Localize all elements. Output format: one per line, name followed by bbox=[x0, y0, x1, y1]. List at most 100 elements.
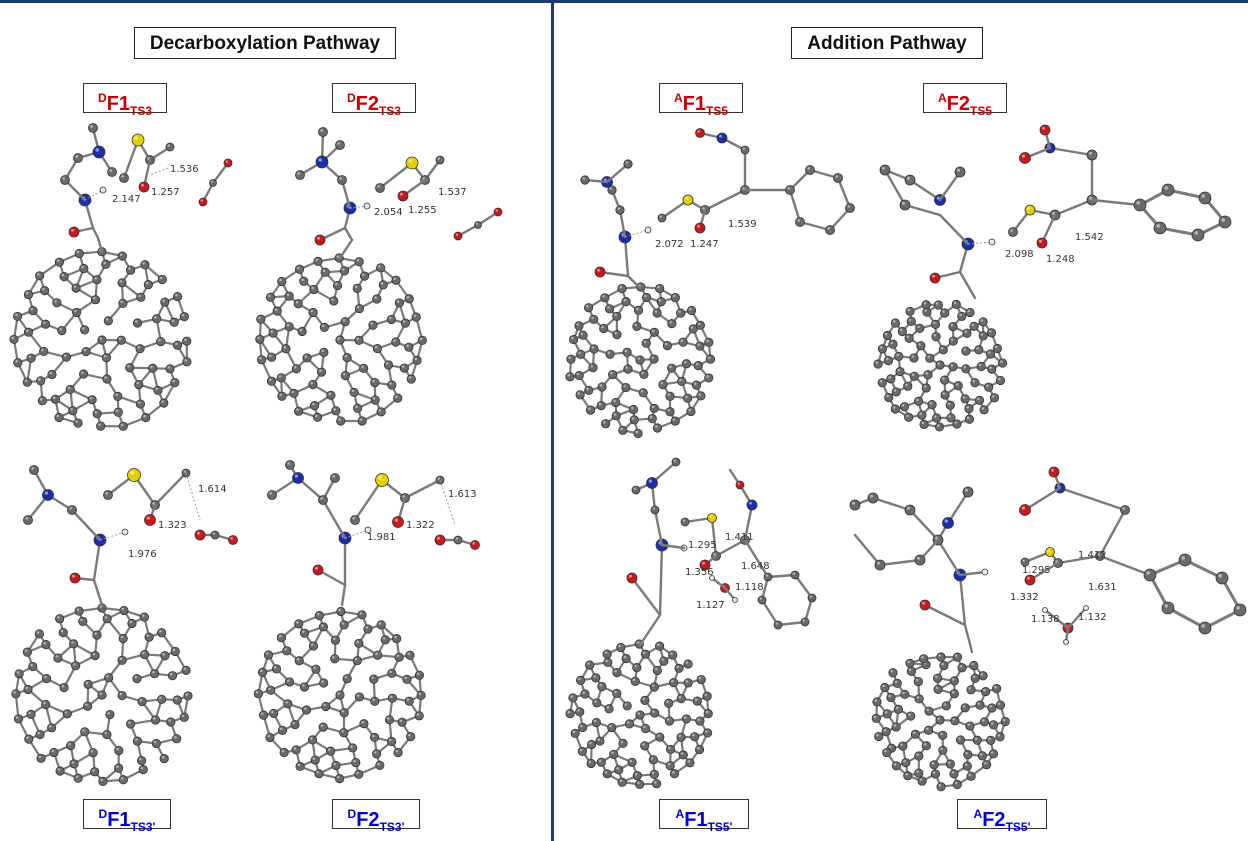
atom-highlight bbox=[697, 130, 701, 133]
fullerene-carbon bbox=[925, 353, 935, 363]
addition-panel-title: Addition Pathway bbox=[791, 27, 983, 59]
atom-highlight bbox=[121, 607, 124, 611]
fullerene-carbon bbox=[639, 369, 649, 379]
fullerene-carbon bbox=[125, 719, 136, 729]
atom-highlight bbox=[265, 652, 269, 655]
fullerene-carbon bbox=[59, 272, 69, 282]
fullerene-carbon bbox=[914, 751, 924, 761]
atom-highlight bbox=[404, 676, 407, 680]
fullerene-carbon bbox=[319, 347, 329, 357]
atom-highlight bbox=[395, 395, 398, 398]
carbon bbox=[435, 155, 445, 165]
fullerene-carbon bbox=[618, 738, 628, 748]
fullerene-carbon bbox=[263, 650, 274, 660]
fullerene-carbon bbox=[404, 696, 414, 706]
fullerene-carbon bbox=[681, 359, 692, 369]
fullerene-carbon bbox=[411, 312, 421, 322]
fullerene-carbon bbox=[363, 624, 373, 634]
atom-highlight bbox=[619, 779, 623, 782]
fullerene-carbon bbox=[90, 295, 101, 305]
phenyl-carbon bbox=[790, 570, 800, 580]
fullerene-carbon bbox=[674, 663, 684, 673]
fullerene-carbon bbox=[266, 352, 277, 362]
fullerene-carbon bbox=[399, 363, 409, 373]
atom-highlight bbox=[954, 781, 958, 785]
fullerene-carbon bbox=[929, 760, 939, 770]
fullerene-carbon bbox=[570, 728, 580, 738]
fullerene-carbon bbox=[609, 749, 619, 759]
atom-highlight bbox=[623, 384, 626, 388]
fullerene-carbon bbox=[265, 732, 275, 743]
atom-highlight bbox=[150, 365, 153, 369]
fullerene-carbon bbox=[678, 337, 688, 347]
fullerene-carbon bbox=[373, 650, 383, 660]
atom-highlight bbox=[1027, 576, 1030, 580]
fullerene-carbon bbox=[976, 361, 986, 372]
atom-highlight bbox=[664, 342, 668, 346]
fullerene-carbon bbox=[96, 421, 106, 431]
carbon bbox=[119, 173, 129, 183]
atom-highlight bbox=[378, 409, 382, 412]
fullerene-carbon bbox=[975, 700, 985, 710]
bond bbox=[1066, 606, 1088, 630]
atom-highlight bbox=[355, 405, 358, 409]
atom-highlight bbox=[279, 727, 283, 731]
atom-highlight bbox=[437, 477, 440, 480]
fullerene-carbon bbox=[691, 380, 702, 390]
fullerene-carbon bbox=[640, 695, 650, 705]
atom-highlight bbox=[406, 698, 410, 701]
atom-highlight bbox=[372, 698, 375, 702]
bond bbox=[853, 533, 882, 567]
atom-highlight bbox=[107, 711, 110, 715]
atom-highlight bbox=[278, 634, 282, 638]
fullerene-carbon bbox=[659, 656, 669, 666]
atom-highlight bbox=[402, 320, 406, 323]
atom-highlight bbox=[963, 348, 966, 351]
atom-highlight bbox=[623, 655, 627, 659]
fullerene-carbon bbox=[326, 390, 336, 400]
atom-highlight bbox=[416, 713, 420, 716]
atom-highlight bbox=[695, 362, 699, 366]
bond bbox=[958, 270, 977, 300]
fullerene-carbon bbox=[884, 392, 894, 403]
hydrogen bbox=[644, 226, 652, 234]
fullerene-carbon bbox=[23, 289, 34, 300]
phenyl-carbon bbox=[1215, 571, 1229, 585]
atom-highlight bbox=[109, 169, 112, 172]
atom-highlight bbox=[905, 383, 908, 386]
partial-bond bbox=[624, 229, 649, 238]
atom-highlight bbox=[230, 537, 233, 540]
atom-highlight bbox=[140, 766, 144, 770]
oxygen bbox=[223, 158, 233, 168]
atom-highlight bbox=[175, 293, 178, 297]
fullerene-carbon bbox=[893, 704, 903, 714]
carbon bbox=[285, 460, 295, 470]
atom-highlight bbox=[632, 678, 636, 682]
fullerene-carbon bbox=[34, 629, 44, 639]
carbon bbox=[67, 505, 77, 515]
atom-highlight bbox=[654, 425, 658, 428]
sulfur bbox=[375, 473, 389, 487]
atom-highlight bbox=[313, 666, 316, 669]
fullerene-carbon bbox=[960, 394, 970, 404]
atom-highlight bbox=[895, 706, 899, 710]
phenyl-carbon bbox=[805, 165, 815, 175]
atom-highlight bbox=[710, 576, 712, 578]
fullerene-carbon bbox=[638, 388, 648, 398]
fullerene-carbon bbox=[132, 674, 142, 684]
atom-highlight bbox=[586, 304, 589, 308]
atom-highlight bbox=[570, 695, 573, 698]
atom-highlight bbox=[733, 598, 735, 600]
atom-highlight bbox=[572, 730, 576, 734]
fullerene-carbon bbox=[11, 689, 21, 699]
atom-highlight bbox=[56, 414, 60, 418]
atom-highlight bbox=[293, 365, 297, 369]
fullerene-carbon bbox=[376, 407, 386, 417]
fullerene-carbon bbox=[354, 692, 365, 702]
fullerene-carbon bbox=[974, 345, 984, 355]
phenyl-carbon bbox=[833, 173, 843, 183]
phenyl-carbon bbox=[1233, 603, 1247, 617]
fullerene-carbon bbox=[318, 722, 328, 732]
atom-highlight bbox=[106, 674, 109, 678]
carbon bbox=[580, 175, 590, 185]
